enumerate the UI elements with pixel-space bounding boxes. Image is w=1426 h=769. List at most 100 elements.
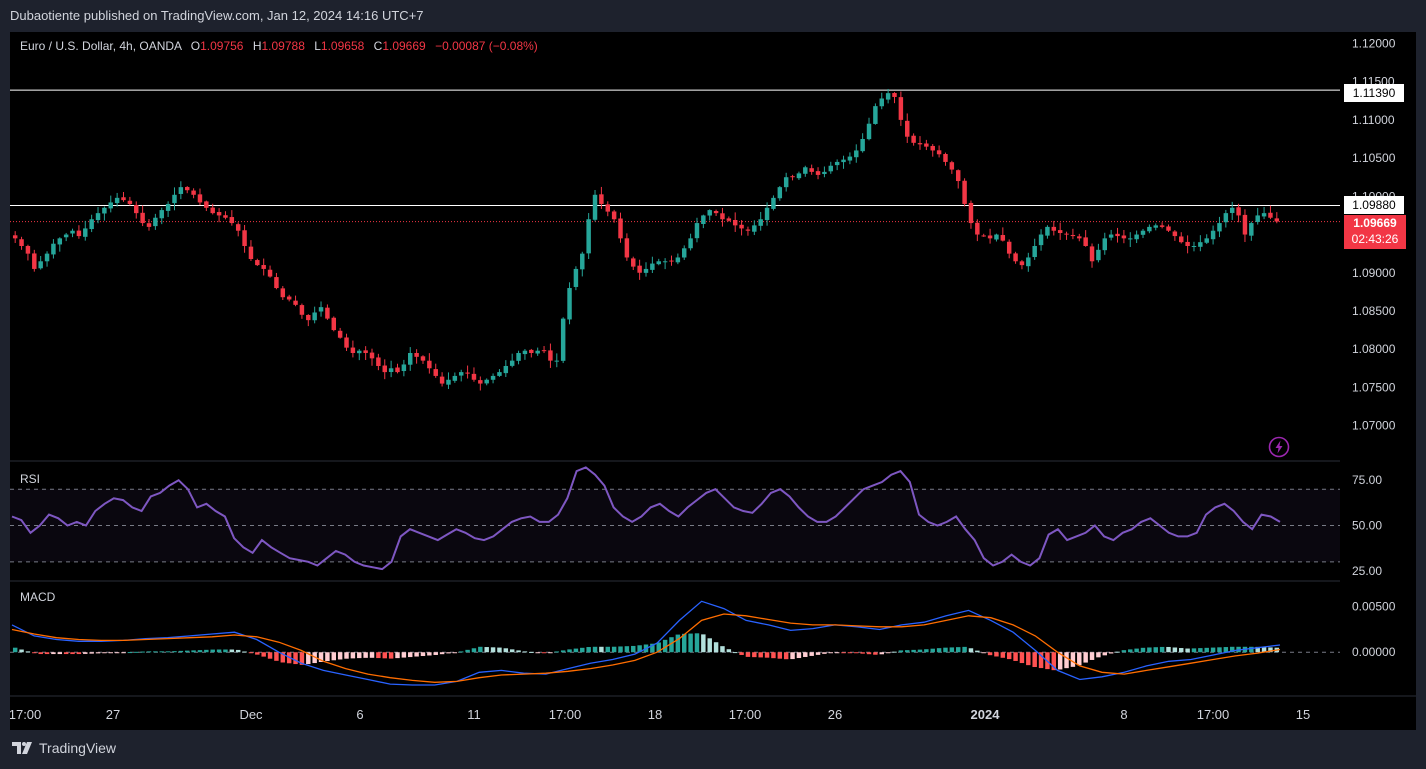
macd-histogram-bar [1147,647,1152,653]
candle-body [873,106,878,124]
candle [509,353,515,368]
candle [433,363,438,378]
candle-body [76,230,82,237]
candle-body [1128,238,1133,240]
symbol-title[interactable]: Euro / U.S. Dollar, 4h, OANDA [20,39,182,53]
candle-body [631,258,636,267]
macd-histogram-bar [713,642,719,653]
candle-body [280,288,286,298]
chart-canvas[interactable]: 1.120001.115001.110001.105001.100001.095… [10,32,1416,730]
macd-histogram-bar [229,649,235,653]
candle-body [624,238,630,258]
macd-histogram-bar [847,652,853,654]
candle [261,258,266,276]
macd-histogram-bar [962,646,967,653]
macd-histogram-bar [688,633,693,653]
macd-histogram-bar [1089,652,1095,660]
candle [1038,229,1044,251]
candle-body [943,153,948,162]
candle [516,350,521,365]
macd-histogram-bar [102,652,107,654]
macd-histogram-bar [822,652,827,654]
candle [962,178,967,207]
candle-body [503,365,509,374]
macd-histogram-bar [1185,648,1190,653]
candle [1204,234,1209,244]
candle [1255,207,1260,225]
macd-histogram-bar [1159,646,1165,653]
macd-histogram-bar [465,649,470,653]
candle [1268,205,1273,220]
macd-histogram-bar [223,649,228,653]
candle [172,187,177,211]
rsi-label[interactable]: RSI [20,472,41,486]
candle [325,304,330,320]
candle-body [1229,207,1235,213]
candle [1134,230,1139,244]
candle-body [1134,234,1139,240]
candle-body [777,187,783,199]
macd-histogram-bar [516,650,521,653]
macd-label[interactable]: MACD [20,590,56,604]
candle-body [1242,214,1248,235]
candle [713,209,719,216]
candle-body [994,234,999,240]
publish-banner: Dubaotiente published on TradingView.com… [10,8,424,23]
candle-body [1057,230,1063,234]
time-tick-label: Dec [239,707,263,722]
macd-histogram-bar [274,652,279,661]
candle [1000,227,1006,242]
macd-histogram-bar [841,652,846,654]
tradingview-logo[interactable]: TradingView [12,740,116,756]
candle [924,139,929,151]
candle-body [382,365,387,373]
candle [1064,231,1069,240]
candle [197,188,203,206]
candle-body [51,243,56,255]
macd-histogram-bar [121,652,126,654]
candle [503,360,509,378]
time-tick-label: 26 [828,707,842,722]
candle [229,210,235,226]
macd-histogram-bar [1229,646,1235,653]
candle [178,181,184,200]
hline-price-box-lower[interactable]: 1.09880 [1344,196,1404,214]
candle-body [146,223,152,227]
candle [446,372,451,389]
candle-body [376,357,381,366]
candle-body [1191,246,1197,247]
candle [25,244,31,261]
candle [522,349,528,360]
candle [529,348,534,358]
candle-body [739,224,744,229]
time-tick-label: 11 [467,707,481,722]
candle-body [529,349,534,353]
hline-price-box-upper[interactable]: 1.11390 [1344,84,1404,102]
macd-histogram-bar [567,649,572,653]
candle-body [223,215,228,218]
candle [1191,241,1197,252]
candle-body [191,190,196,195]
candle-body [1032,246,1037,258]
candle [611,209,617,223]
candle-body [490,375,496,380]
candle [650,256,655,274]
candle [267,265,273,278]
macd-histogram-bar [1140,647,1146,653]
macd-histogram-bar [242,651,247,653]
lightning-icon[interactable] [1268,436,1290,458]
candle-body [395,367,400,373]
candle-body [758,219,763,226]
candle [586,213,591,260]
candle-body [847,156,853,161]
candle-body [57,238,63,245]
macd-histogram-bar [605,646,610,653]
candle [1159,222,1165,229]
macd-histogram-bar [917,649,923,653]
chart-area[interactable]: 1.120001.115001.110001.105001.100001.095… [10,32,1416,730]
candle-body [102,207,107,214]
macd-histogram-bar [949,647,955,653]
candle-body [637,265,642,273]
candle [1261,206,1267,220]
candle [1026,252,1031,272]
